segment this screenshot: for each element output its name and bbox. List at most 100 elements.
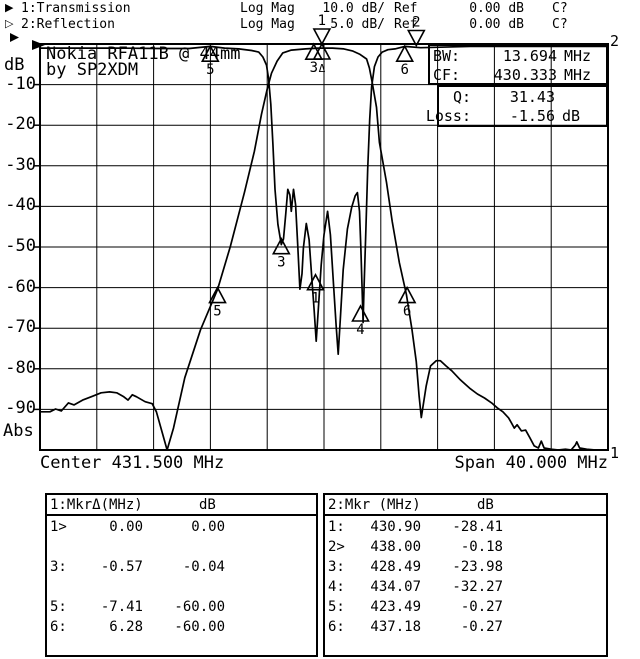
marker-table-row: 3: -0.57 -0.04 — [47, 558, 316, 578]
header-row-trace2: ▷ 2:Reflection Log Mag 5.0 dB/ Ref 0.00 … — [0, 17, 640, 33]
marker-table-cell: -7.41 — [100, 599, 143, 615]
loss-row: Loss: -1.56 dB — [426, 107, 606, 125]
q-label: Q: — [452, 88, 471, 106]
marker-table1-col2-header: dB — [199, 497, 216, 513]
cf-label: CF: — [433, 66, 461, 84]
marker-table-row — [47, 538, 316, 558]
marker-table1-col1-header: 1:MkrΔ(MHz) — [50, 497, 143, 513]
marker-Δ-triangle-icon — [312, 42, 332, 60]
trace2-format: Log Mag — [240, 17, 295, 32]
bw-cf-info-box: BW: 13.694 MHz CF: 430.333 MHz — [428, 44, 608, 85]
y-tick: -50 — [5, 236, 36, 256]
trace2-arrow-icon: ▷ — [5, 17, 14, 30]
marker-table1-header: 1:MkrΔ(MHz) dB — [47, 495, 316, 516]
loss-value: -1.56 — [509, 107, 555, 125]
marker-table-trace1: 1:MkrΔ(MHz) dB 1> 0.00 0.00 3: -0.57 -0.04 5: -… — [45, 493, 318, 657]
marker-6-label: 6 — [403, 304, 411, 320]
trace1-edge-number: 1 — [610, 444, 620, 462]
trace1-cal-status: C? — [552, 1, 568, 16]
marker-4-triangle-icon — [351, 304, 370, 322]
marker-3-triangle-icon — [271, 237, 291, 255]
marker-6-label: 6 — [400, 62, 408, 78]
marker-table-cell: 2> — [328, 539, 345, 555]
y-tick: -70 — [5, 317, 36, 337]
y-tick: -30 — [5, 155, 36, 175]
marker-table-cell: 423.49 — [370, 599, 421, 615]
bw-unit: MHz — [564, 47, 592, 65]
y-tick: -40 — [5, 195, 36, 215]
trace1-scale: 10.0 dB/ — [322, 1, 385, 16]
marker-table1-body: 1> 0.00 0.00 3: -0.57 -0.04 5: -7.41 -60.00 6: 6.2… — [47, 518, 316, 638]
marker-table-cell: 438.00 — [370, 539, 421, 555]
marker-table-row: 5: -7.41 -60.00 — [47, 598, 316, 618]
marker-table-row: 1: 430.90 -28.41 — [325, 518, 606, 538]
trace2-ref-value: 0.00 dB — [469, 17, 524, 32]
marker-table-cell: 428.49 — [370, 559, 421, 575]
trace1-ref-value: 0.00 dB — [469, 1, 524, 16]
active-trace-arrow-icon: ▶ — [5, 1, 14, 14]
marker-table-cell: -23.98 — [452, 559, 503, 575]
loss-unit: dB — [562, 107, 581, 125]
marker-6-triangle-icon — [395, 44, 415, 62]
marker-table-cell: 430.90 — [370, 519, 421, 535]
marker-table-cell: -0.57 — [100, 559, 143, 575]
marker-table-cell: 0.00 — [109, 519, 143, 535]
bw-value: 13.694 — [502, 47, 557, 65]
marker-table-row: 3: 428.49 -23.98 — [325, 558, 606, 578]
marker-table2-body: 1: 430.90 -28.41 2> 438.00 -0.18 3: 428.49 -23.9… — [325, 518, 606, 638]
bw-label: BW: — [433, 47, 461, 65]
marker-table-cell: -0.04 — [182, 559, 225, 575]
marker-table-cell: 1> — [50, 519, 67, 535]
marker-table-cell: 1: — [328, 519, 345, 535]
marker-table-cell: 434.07 — [370, 579, 421, 595]
marker-table-row — [47, 578, 316, 598]
marker-table-cell: 6.28 — [109, 619, 143, 635]
trace1-format: Log Mag — [240, 1, 295, 16]
marker-5-triangle-icon — [208, 285, 227, 304]
marker-table-cell: 3: — [328, 559, 345, 575]
trace2-ref-label: Ref — [394, 17, 418, 32]
marker-table2-col2-header: dB — [477, 497, 494, 513]
marker-5-label: 5 — [213, 304, 221, 320]
marker-table-row: 6: 6.28 -60.00 — [47, 618, 316, 638]
span-label: Span 40.000 MHz — [454, 453, 608, 473]
y-tick: -10 — [5, 74, 36, 94]
bw-row: BW: 13.694 MHz — [430, 47, 606, 65]
marker-table-cell: 437.18 — [370, 619, 421, 635]
marker-table-row: 6: 437.18 -0.27 — [325, 618, 606, 638]
marker-table-cell: 6: — [50, 619, 67, 635]
marker-table-trace2: 2:Mkr (MHz) dB 1: 430.90 -28.41 2> 438.00 -0.… — [323, 493, 608, 657]
marker-table-cell: -32.27 — [452, 579, 503, 595]
trace1-label: 1:Transmission — [21, 1, 131, 16]
marker-3-triangle-icon — [304, 42, 324, 60]
trace2-cal-status: C? — [552, 17, 568, 32]
trace-start-arrow-icon — [32, 40, 45, 50]
marker-table-cell: 0.00 — [191, 519, 225, 535]
marker-table-row: 2> 438.00 -0.18 — [325, 538, 606, 558]
marker-3-label: 3 — [310, 60, 318, 76]
chart-title-line2: by SP2XDM — [46, 60, 139, 80]
q-loss-info-box: Q: 31.43 Loss: -1.56 dB — [426, 85, 608, 127]
y-axis-bottom-label: Abs — [3, 421, 34, 441]
header-row-trace1: ▶ 1:Transmission Log Mag 10.0 dB/ Ref 0.… — [0, 1, 640, 17]
marker-table-cell: -60.00 — [174, 599, 225, 615]
marker-1-label: 1 — [311, 291, 319, 307]
marker-table-cell: -0.27 — [460, 619, 503, 635]
marker-table-cell: 6: — [328, 619, 345, 635]
cf-value: 430.333 — [493, 66, 557, 84]
marker-table-cell: 5: — [328, 599, 345, 615]
marker-table-cell: -0.18 — [460, 539, 503, 555]
y-axis-unit: dB — [4, 55, 25, 75]
marker-table-row: 1> 0.00 0.00 — [47, 518, 316, 538]
cf-unit: MHz — [564, 66, 592, 84]
marker-Δ-label: Δ — [319, 62, 326, 75]
marker-table2-header: 2:Mkr (MHz) dB — [325, 495, 606, 516]
marker-3-label: 3 — [277, 255, 285, 271]
trace2-edge-number: 2 — [610, 32, 620, 50]
marker-table-row: 4: 434.07 -32.27 — [325, 578, 606, 598]
marker-table-cell: 4: — [328, 579, 345, 595]
marker-5-label: 5 — [206, 62, 214, 78]
marker-table-cell: 3: — [50, 559, 67, 575]
trace2-scale: 5.0 dB/ — [330, 17, 385, 32]
